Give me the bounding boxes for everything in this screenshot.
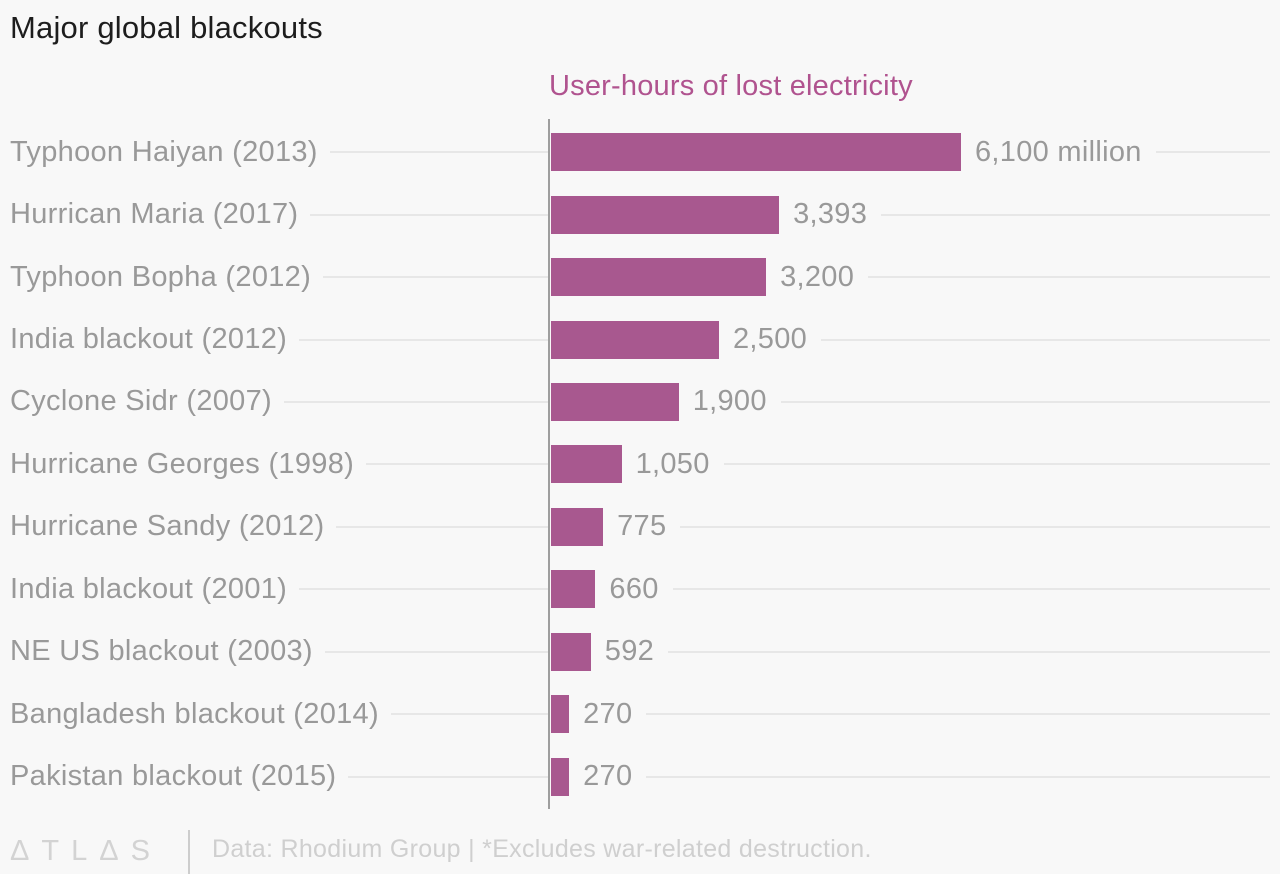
bar xyxy=(551,195,780,234)
footer: ΔTLΔS Data: Rhodium Group | *Excludes wa… xyxy=(0,824,1280,874)
row-label-area: Cyclone Sidr (2007) xyxy=(0,385,549,418)
value-label: 660 xyxy=(609,572,659,605)
footer-source-note: Data: Rhodium Group | *Excludes war-rela… xyxy=(212,835,872,863)
category-label: India blackout (2001) xyxy=(10,572,288,605)
leader-line-left xyxy=(310,213,549,216)
bar-row: NE US blackout (2003) 592 xyxy=(0,621,1280,683)
bar-row: India blackout (2001) 660 xyxy=(0,558,1280,620)
bar-row: Typhoon Haiyan (2013) 6,100 million xyxy=(0,121,1280,183)
row-label-area: Hurricane Georges (1998) xyxy=(0,448,549,481)
row-label-area: Bangladesh blackout (2014) xyxy=(0,698,549,731)
category-label: Hurricane Georges (1998) xyxy=(10,447,355,480)
category-label: Hurricane Sandy (2012) xyxy=(10,510,325,543)
leader-line-right xyxy=(881,213,1270,216)
value-label: 6,100 million xyxy=(975,135,1142,168)
bar xyxy=(551,507,604,546)
value-label: 1,900 xyxy=(692,385,767,418)
leader-line-right xyxy=(680,525,1270,528)
leader-line-left xyxy=(323,276,549,279)
row-label-area: India blackout (2012) xyxy=(0,323,549,356)
leader-line-right xyxy=(868,276,1270,279)
category-label: Cyclone Sidr (2007) xyxy=(10,385,272,418)
leader-line-left xyxy=(329,151,549,154)
footer-separator xyxy=(188,830,190,874)
row-label-area: Typhoon Bopha (2012) xyxy=(0,261,549,294)
category-label: Typhoon Bopha (2012) xyxy=(10,260,312,293)
value-label: 270 xyxy=(583,760,633,793)
leader-line-left xyxy=(366,463,549,466)
category-label: India blackout (2012) xyxy=(10,323,288,356)
bar-row: Hurrican Maria (2017) 3,393 xyxy=(0,183,1280,245)
row-bar-area: 2,500 xyxy=(549,320,1280,359)
value-label: 3,200 xyxy=(780,260,855,293)
leader-line-left xyxy=(299,338,549,341)
row-label-area: Pakistan blackout (2015) xyxy=(0,760,549,793)
row-label-area: Typhoon Haiyan (2013) xyxy=(0,136,549,169)
row-bar-area: 1,050 xyxy=(549,445,1280,484)
bar xyxy=(551,320,719,359)
leader-line-right xyxy=(780,400,1270,403)
leader-line-right xyxy=(821,338,1270,341)
category-label: Hurrican Maria (2017) xyxy=(10,198,299,231)
bar xyxy=(551,445,622,484)
atlas-logo: ΔTLΔS xyxy=(10,835,162,867)
leader-line-right xyxy=(646,713,1270,716)
y-axis-line xyxy=(548,119,550,809)
row-bar-area: 592 xyxy=(549,632,1280,671)
leader-line-right xyxy=(646,775,1270,778)
row-bar-area: 775 xyxy=(549,507,1280,546)
row-bar-area: 270 xyxy=(549,757,1280,796)
bar xyxy=(551,757,570,796)
leader-line-right xyxy=(723,463,1270,466)
row-label-area: India blackout (2001) xyxy=(0,573,549,606)
row-label-area: Hurricane Sandy (2012) xyxy=(0,510,549,543)
bar-row: Typhoon Bopha (2012) 3,200 xyxy=(0,246,1280,308)
value-label: 3,393 xyxy=(793,198,868,231)
row-bar-area: 3,393 xyxy=(549,195,1280,234)
bar xyxy=(551,258,767,297)
chart-title: Major global blackouts xyxy=(10,10,323,45)
bar-row: Pakistan blackout (2015) 270 xyxy=(0,745,1280,807)
bar xyxy=(551,133,961,172)
bar-row: India blackout (2012) 2,500 xyxy=(0,308,1280,370)
leader-line-left xyxy=(324,650,549,653)
category-label: NE US blackout (2003) xyxy=(10,635,313,668)
category-label: Bangladesh blackout (2014) xyxy=(10,697,379,730)
row-label-area: Hurrican Maria (2017) xyxy=(0,198,549,231)
bar-row: Hurricane Georges (1998) 1,050 xyxy=(0,433,1280,495)
value-label: 270 xyxy=(583,697,633,730)
category-label: Pakistan blackout (2015) xyxy=(10,760,337,793)
chart-subtitle: User-hours of lost electricity xyxy=(549,70,913,102)
leader-line-left xyxy=(336,525,549,528)
leader-line-left xyxy=(390,713,549,716)
row-bar-area: 6,100 million xyxy=(549,133,1280,172)
leader-line-right xyxy=(1155,151,1270,154)
bar xyxy=(551,382,679,421)
bar xyxy=(551,695,570,734)
bar-rows-container: Typhoon Haiyan (2013) 6,100 million Hurric… xyxy=(0,121,1280,808)
row-bar-area: 1,900 xyxy=(549,382,1280,421)
value-label: 775 xyxy=(617,510,667,543)
bar xyxy=(551,570,596,609)
leader-line-right xyxy=(668,650,1270,653)
bar-row: Hurricane Sandy (2012) 775 xyxy=(0,496,1280,558)
row-bar-area: 3,200 xyxy=(549,258,1280,297)
row-label-area: NE US blackout (2003) xyxy=(0,635,549,668)
bar-row: Cyclone Sidr (2007) 1,900 xyxy=(0,371,1280,433)
leader-line-left xyxy=(299,588,549,591)
leader-line-left xyxy=(284,400,549,403)
category-label: Typhoon Haiyan (2013) xyxy=(10,135,318,168)
leader-line-right xyxy=(672,588,1270,591)
chart-area: Typhoon Haiyan (2013) 6,100 million Hurric… xyxy=(0,119,1280,809)
bar-row: Bangladesh blackout (2014) 270 xyxy=(0,683,1280,745)
leader-line-left xyxy=(348,775,549,778)
row-bar-area: 660 xyxy=(549,570,1280,609)
value-label: 2,500 xyxy=(733,323,808,356)
bar xyxy=(551,632,591,671)
value-label: 592 xyxy=(604,635,655,668)
row-bar-area: 270 xyxy=(549,695,1280,734)
value-label: 1,050 xyxy=(635,447,710,480)
